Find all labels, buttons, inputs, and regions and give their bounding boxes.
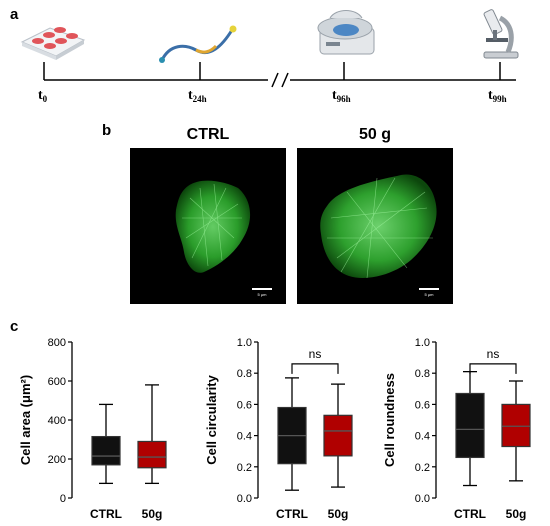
cell-image-50g xyxy=(320,174,437,279)
y-tick-label: 0 xyxy=(60,493,66,505)
x-tick-label: CTRL xyxy=(276,507,308,521)
y-axis-label: Cell circularity xyxy=(204,374,219,464)
x-tick-label: 50g xyxy=(328,507,349,521)
catheter-icon xyxy=(159,25,237,63)
y-tick-label: 0.0 xyxy=(415,493,430,505)
box-50g xyxy=(323,383,353,488)
y-tick-label: 0.6 xyxy=(237,399,252,411)
y-tick-label: 0.0 xyxy=(237,493,252,505)
box-plot-cell-area: 0 200 400 600 800 Cell area (μm²) CTRL 50g xyxy=(18,337,167,521)
cell-culture-plate-icon xyxy=(20,27,86,60)
panel-letter-b: b xyxy=(102,122,112,139)
box-ctrl xyxy=(455,370,485,487)
timepoint-label-0: t0 xyxy=(38,88,48,104)
box-plot-cell-circularity: 0.0 0.2 0.4 0.6 0.8 1.0 Cell circularity CTRL 50… xyxy=(204,337,353,521)
y-tick-label: 0.8 xyxy=(237,368,252,380)
micrograph-ctrl: 5 μm xyxy=(130,148,286,304)
box-iqr xyxy=(91,435,121,466)
panel-letter-a: a xyxy=(10,6,19,23)
y-axis-label: Cell roundness xyxy=(382,373,397,467)
box-50g xyxy=(501,380,531,482)
box-50g xyxy=(137,384,167,485)
x-tick-label: 50g xyxy=(142,507,163,521)
panel-letter-c: c xyxy=(10,318,19,335)
x-tick-label: CTRL xyxy=(454,507,486,521)
y-tick-label: 0.2 xyxy=(415,462,430,474)
box-ctrl xyxy=(277,377,307,491)
microscope-icon xyxy=(483,9,519,59)
micrograph-title-50g: 50 g xyxy=(358,126,391,143)
x-tick-label: 50g xyxy=(506,507,527,521)
box-iqr xyxy=(137,440,167,469)
y-axis-label: Cell area (μm²) xyxy=(18,375,33,465)
centrifuge-icon xyxy=(317,10,375,55)
y-tick-label: 0.4 xyxy=(415,431,430,443)
axis-break-mark xyxy=(271,72,279,88)
y-tick-label: 800 xyxy=(48,337,66,349)
significance-label: ns xyxy=(487,347,500,361)
micrograph-50g: 5 μm xyxy=(297,148,453,304)
significance-label: ns xyxy=(309,347,322,361)
timepoint-label-2: t96h xyxy=(332,88,351,104)
box-ctrl xyxy=(91,403,121,485)
y-tick-label: 600 xyxy=(48,376,66,388)
y-tick-label: 0.8 xyxy=(415,368,430,380)
y-tick-label: 400 xyxy=(48,415,66,427)
significance-bracket xyxy=(291,363,339,374)
y-tick-label: 200 xyxy=(48,454,66,466)
significance-bracket xyxy=(469,363,517,374)
box-iqr xyxy=(323,414,353,457)
box-iqr xyxy=(501,403,531,448)
y-tick-label: 1.0 xyxy=(415,337,430,349)
y-tick-label: 0.2 xyxy=(237,462,252,474)
scale-bar-ctrl xyxy=(252,288,272,290)
y-tick-label: 0.6 xyxy=(415,399,430,411)
timeline xyxy=(20,9,519,88)
scale-text-50g: 5 μm xyxy=(424,292,434,297)
box-plot-cell-roundness: 0.0 0.2 0.4 0.6 0.8 1.0 Cell roundness CTRL 50g n… xyxy=(382,337,531,521)
x-tick-label: CTRL xyxy=(90,507,122,521)
timepoint-label-1: t24h xyxy=(188,88,207,104)
cell-image-ctrl xyxy=(175,180,251,273)
timepoint-label-3: t99h xyxy=(488,88,507,104)
scale-bar-50g xyxy=(419,288,439,290)
box-iqr xyxy=(455,392,485,459)
y-tick-label: 1.0 xyxy=(237,337,252,349)
y-tick-label: 0.4 xyxy=(237,431,252,443)
micrograph-title-ctrl: CTRL xyxy=(186,126,230,143)
scale-text-ctrl: 5 μm xyxy=(257,292,267,297)
